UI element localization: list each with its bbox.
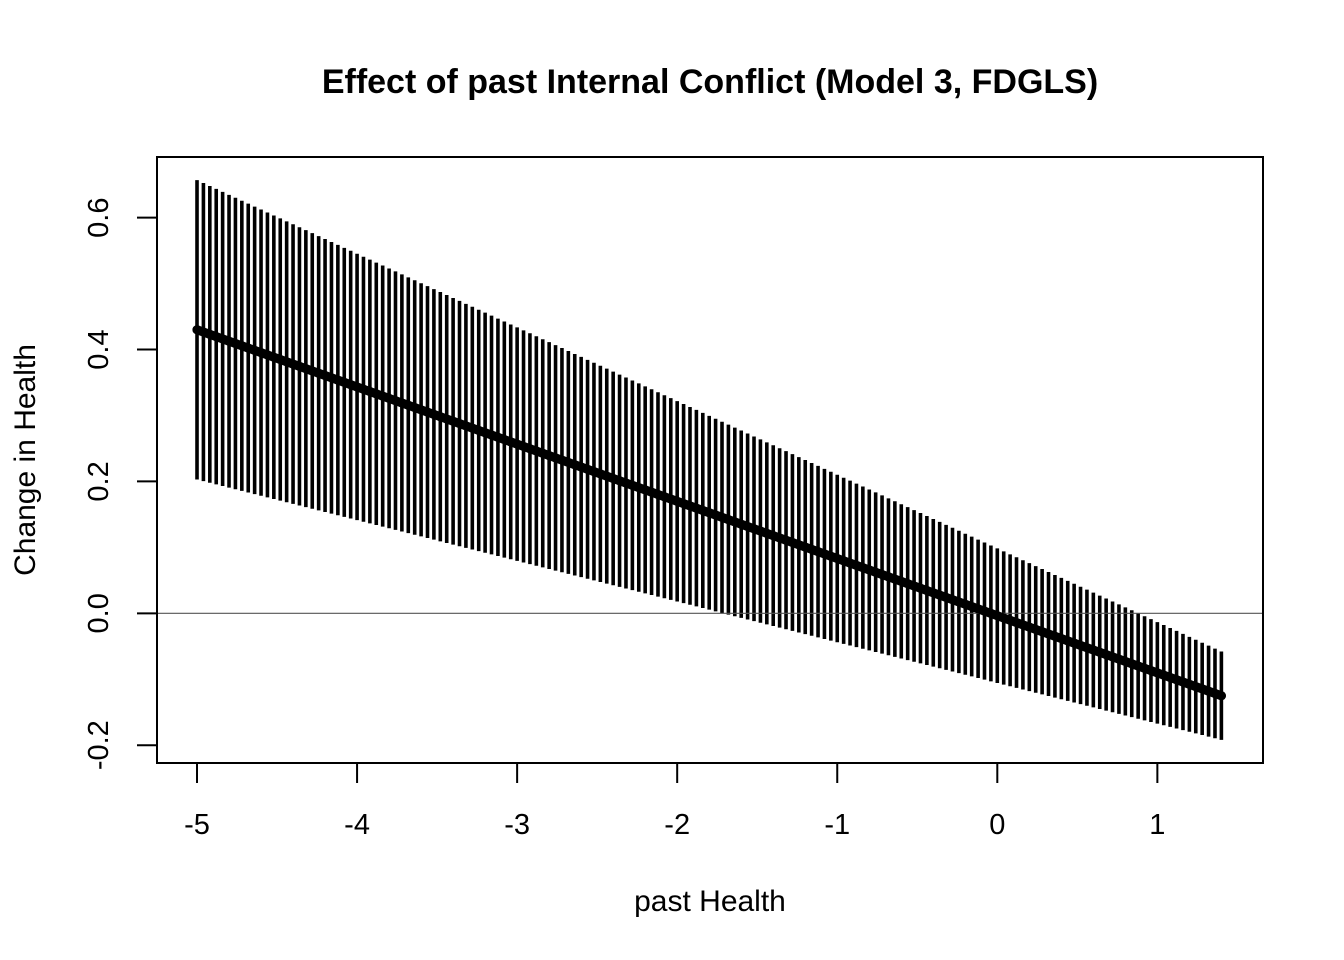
y-tick-label: 0.2: [83, 461, 115, 501]
y-tick-label: 0.4: [83, 329, 115, 369]
effect-point: [1216, 691, 1226, 701]
y-tick-label: 0.0: [83, 593, 115, 633]
x-tick-label: -5: [184, 809, 210, 841]
x-tick-label: -1: [824, 809, 850, 841]
y-axis-label: Change in Health: [9, 344, 42, 576]
x-tick-label: -2: [664, 809, 690, 841]
x-axis: -5 -4 -3 -2 -1 0 1: [184, 762, 1165, 841]
effect-layer: [192, 325, 1226, 701]
x-tick-label: -4: [344, 809, 370, 841]
y-tick-label: -0.2: [83, 720, 115, 770]
ci-bars: [195, 180, 1224, 740]
y-tick-label: 0.6: [83, 198, 115, 238]
x-tick-label: -3: [504, 809, 530, 841]
chart-title: Effect of past Internal Conflict (Model …: [322, 63, 1098, 101]
y-axis: -0.2 0.0 0.2 0.4 0.6: [83, 198, 158, 770]
x-axis-label: past Health: [634, 885, 786, 918]
x-tick-label: 1: [1149, 809, 1165, 841]
x-tick-label: 0: [989, 809, 1005, 841]
